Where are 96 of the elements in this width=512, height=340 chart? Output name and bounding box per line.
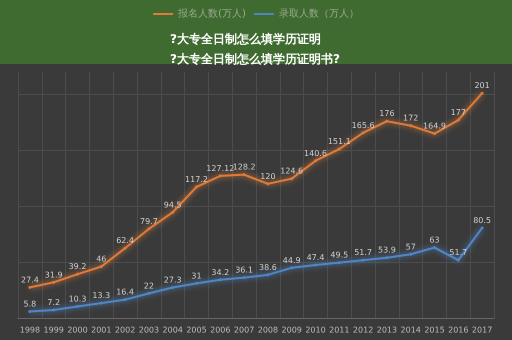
x-tick-label: 2011 (329, 326, 350, 334)
data-label: 57 (406, 242, 416, 252)
point (456, 118, 460, 122)
point (409, 252, 412, 256)
point (242, 173, 246, 176)
x-tick-label: 2016 (448, 326, 468, 334)
data-label: 120 (260, 172, 276, 181)
x-tick-label: 1999 (44, 326, 64, 334)
data-label: 151.1 (328, 137, 351, 146)
point (52, 308, 56, 312)
point (171, 210, 174, 214)
point (218, 174, 222, 178)
point (28, 310, 32, 314)
point (314, 159, 317, 162)
data-label: 117.2 (185, 174, 208, 184)
x-tick-label: 1998 (20, 326, 40, 334)
legend-label: 录取人数（万人） (278, 8, 359, 20)
data-label: 172 (403, 114, 418, 123)
point (338, 148, 341, 151)
data-label: 128.2 (232, 162, 256, 172)
x-tick-label: 2017 (472, 326, 492, 334)
point (147, 227, 150, 230)
x-tick-label: 2015 (424, 326, 445, 334)
data-label: 10.3 (68, 294, 86, 304)
data-label: 62.4 (116, 236, 134, 246)
point (147, 292, 150, 295)
point (218, 278, 222, 282)
chart-title: ?大专全日制怎么填学历证明 ?大专全日制怎么填学历证明书? (170, 32, 340, 66)
point (195, 282, 198, 285)
point (100, 302, 103, 305)
data-label: 16.4 (116, 288, 134, 297)
data-label: 53.9 (378, 246, 396, 255)
data-label: 39.2 (68, 262, 86, 272)
data-label: 27.3 (164, 275, 182, 284)
x-tick-label: 2014 (400, 326, 421, 334)
point (409, 124, 412, 128)
data-label: 46 (96, 254, 106, 264)
x-tick-label: 2012 (352, 326, 374, 334)
point (76, 272, 79, 276)
point (362, 258, 365, 262)
data-label: 13.3 (92, 291, 110, 300)
x-tick-label: 2009 (282, 326, 302, 334)
x-tick-label: 2003 (138, 326, 160, 334)
x-tick-label: 2000 (67, 326, 88, 334)
point (433, 246, 436, 250)
data-label: 127.12 (206, 164, 234, 173)
data-label: 36.1 (235, 266, 254, 275)
data-label: 49.5 (330, 250, 348, 260)
data-label: 31 (191, 271, 202, 280)
data-label: 47.4 (306, 253, 324, 262)
data-label: 27.4 (20, 275, 39, 284)
point (385, 256, 388, 260)
point (100, 265, 103, 268)
point (480, 92, 484, 95)
data-label: 63 (429, 236, 440, 245)
data-label: 34.2 (211, 268, 230, 277)
data-label: 44.9 (282, 256, 301, 265)
data-label: 80.5 (473, 216, 492, 225)
point (266, 182, 270, 186)
x-tick-label: 2006 (210, 326, 230, 334)
data-label: 165.6 (352, 120, 375, 130)
data-label: 31.9 (44, 270, 63, 280)
x-tick-label: 2013 (376, 326, 398, 334)
x-tick-label: 2005 (186, 326, 207, 334)
point (195, 185, 198, 188)
x-tick-label: 2007 (234, 326, 254, 334)
point (480, 226, 484, 230)
x-tick-label: 2004 (162, 326, 183, 334)
point (456, 258, 460, 262)
point (266, 273, 270, 276)
data-label: 51.7 (354, 248, 372, 258)
data-label: 164.9 (423, 122, 446, 131)
point (28, 286, 32, 289)
data-label: 22 (144, 281, 154, 290)
point (52, 280, 56, 284)
point (385, 120, 388, 123)
data-label: 7.2 (47, 298, 60, 307)
data-label: 201 (474, 81, 490, 90)
point (433, 132, 436, 136)
point (290, 266, 294, 270)
point (362, 131, 365, 134)
point (124, 246, 127, 250)
data-label: 79.7 (140, 216, 158, 226)
x-tick-label: 2008 (258, 326, 278, 334)
point (290, 177, 294, 180)
data-label: 176 (379, 109, 395, 118)
x-tick-label: 2002 (114, 326, 136, 334)
data-label: 140.6 (304, 148, 327, 158)
data-label: 38.6 (258, 262, 277, 272)
data-label: 5.8 (24, 300, 36, 309)
x-tick-label: 2001 (91, 326, 112, 334)
point (242, 276, 246, 280)
point (124, 298, 127, 302)
x-tick-label: 2010 (305, 326, 326, 334)
legend-label: 报名人数(万人) (177, 8, 246, 20)
point (338, 261, 341, 264)
